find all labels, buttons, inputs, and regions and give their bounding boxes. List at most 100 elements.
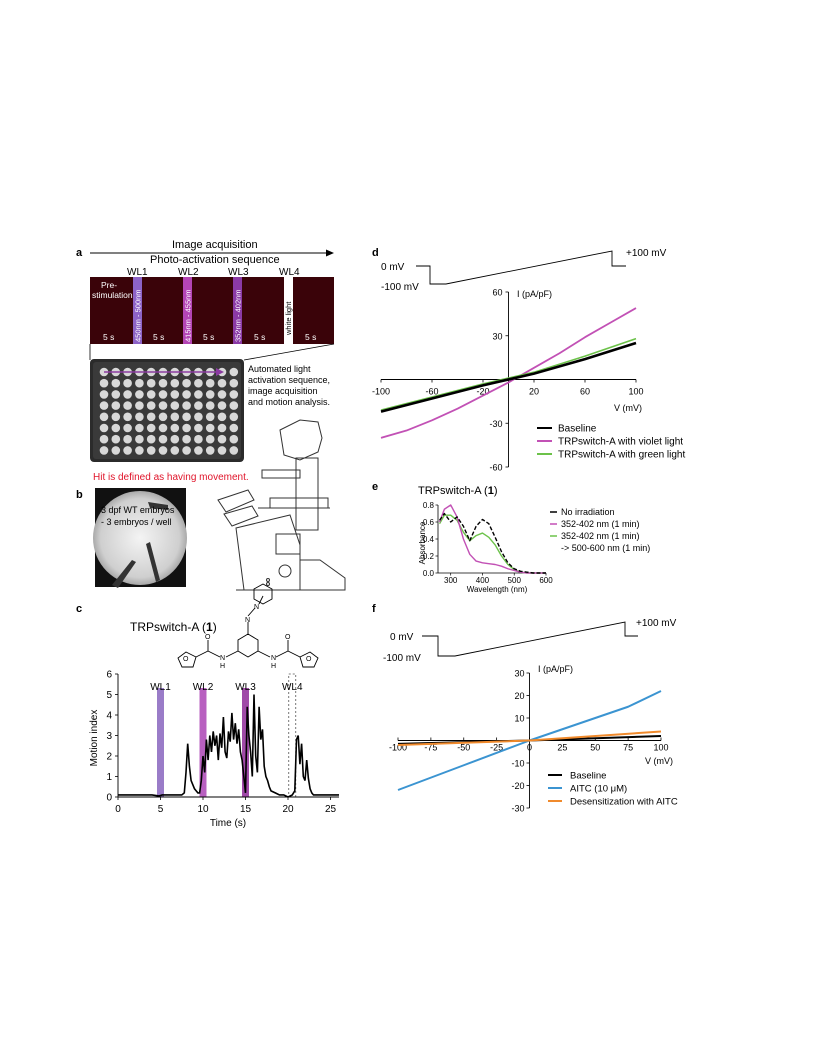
wl1-label: WL1 [127, 267, 148, 278]
band-label-wl1: 450nm - 500nm [134, 289, 143, 342]
microscope-base [236, 559, 346, 591]
plate-well [170, 434, 180, 444]
compound-title-text: TRPswitch-A ( [130, 620, 206, 634]
focus-knob [278, 564, 292, 578]
band-label-wl4: white light [284, 301, 293, 336]
legend-e-label-2: 352-402 nm (1 min) [561, 531, 640, 541]
protocol-f-trace [422, 621, 638, 657]
plate-well [182, 390, 191, 399]
microscope-pillar [295, 457, 319, 531]
y-tick-label: 3 [106, 731, 112, 742]
band-wl2 [183, 277, 192, 344]
y-tick-label: 20 [514, 691, 524, 701]
interval-label-3: 5 s [203, 332, 214, 342]
legend-label: Baseline [570, 771, 606, 782]
atom-o-carbonyl-right: O [285, 634, 291, 641]
panel-e-title-text: TRPswitch-A ( [418, 485, 488, 497]
plate-well [205, 446, 215, 455]
amide-bond-left-2 [207, 650, 221, 658]
plate-well [158, 390, 168, 399]
y-tick-label: 60 [492, 288, 502, 298]
y-tick-label: -30 [489, 419, 502, 429]
plate-well [146, 446, 156, 455]
embryo-well-image: 3 dpf WT embryos - 3 embryos / well [93, 488, 187, 588]
legend-label: TRPswitch-A with violet light [558, 437, 683, 448]
plate-well [135, 412, 144, 422]
y-tick-label: 6 [106, 670, 112, 681]
motion-index-chart: WL1 WL2 WL3 WL4 0 5 10 15 20 25 0 1 2 3 4 5 6 Motion in… [89, 670, 339, 829]
x-tick-label: -20 [476, 387, 489, 397]
atom-o-furan-right: O [306, 656, 312, 663]
x-tick-label: 300 [444, 576, 458, 585]
central-benzene [237, 633, 259, 658]
plate-well [205, 434, 215, 444]
plate-well [205, 423, 215, 433]
plate-well [123, 401, 132, 410]
wl4-label: WL4 [279, 267, 300, 278]
photoactivation-label: Photo-activation sequence [150, 254, 280, 266]
chart-c-ylabel: Motion index [89, 710, 100, 767]
plate-well [182, 412, 191, 422]
plate-well [182, 423, 191, 433]
plate-well [158, 423, 168, 433]
plate-well [217, 446, 227, 455]
x-tick-label: 25 [557, 743, 567, 753]
embryo-1 [148, 502, 168, 510]
automation-line-3: image acquisition [248, 386, 318, 396]
protocol-f-top: +100 mV [636, 618, 677, 629]
furan-bond-right [287, 650, 301, 658]
atom-n-amide-right: N [271, 655, 276, 662]
wl2-label: WL2 [178, 267, 199, 278]
x-tick-label: 10 [197, 804, 209, 815]
y-tick-label: -20 [511, 781, 524, 791]
eyepiece-left [217, 489, 255, 513]
microscope-drawing [217, 419, 346, 591]
image-acquisition-label: Image acquisition [172, 239, 258, 251]
plate-well [205, 412, 215, 422]
azo-bond-3 [258, 595, 264, 605]
y-tick-label: -10 [511, 759, 524, 769]
base-control-2 [266, 582, 270, 586]
plate-well [182, 378, 191, 388]
plate-well [111, 423, 121, 433]
x-tick-label: 0 [115, 804, 121, 815]
y-tick-label: 0.0 [423, 569, 435, 578]
chart-f-series [397, 690, 662, 791]
plate-well [111, 446, 121, 455]
protocol-d-zero: 0 mV [381, 262, 405, 273]
interval-label-2: 5 s [153, 332, 164, 342]
plate-well [99, 446, 109, 455]
furan-bond-left [195, 650, 209, 658]
y-tick-label: 30 [514, 669, 524, 679]
plate-well [135, 401, 144, 410]
iv-chart-aitc: -100 -75 -50 -25 0 25 50 75 100 30 20 10 -10 -20 -30 I… [389, 664, 678, 814]
atom-o-furan-left: O [183, 656, 189, 663]
plate-well [111, 378, 121, 388]
plate-well [170, 390, 180, 399]
plate-wells [99, 367, 239, 455]
microscope-arm [261, 469, 301, 479]
plate-well [229, 423, 239, 433]
chart-f-xlabel: V (mV) [645, 756, 673, 766]
prestim-line1: Pre- [101, 280, 117, 290]
plate-well [99, 434, 109, 444]
plate-well [111, 434, 121, 444]
plate-well [229, 367, 239, 377]
x-tick-label: -100 [389, 743, 407, 753]
chart-c-axes: 0 5 10 15 20 25 0 1 2 3 4 5 6 [106, 670, 339, 815]
plate-well [194, 378, 203, 388]
plate-well [229, 412, 239, 422]
azo-bond-2 [247, 607, 256, 617]
band-wl1 [133, 277, 142, 344]
plate-well [217, 401, 227, 410]
time-arrow-head [326, 249, 334, 257]
interval-label-5: 5 s [305, 332, 316, 342]
plate-well [182, 434, 191, 444]
iv-trace [380, 337, 637, 411]
plate-well [217, 412, 227, 422]
base-control-1 [266, 578, 270, 582]
amide-bond-left [225, 650, 239, 658]
plate-well [123, 446, 132, 455]
x-tick-label: -25 [490, 743, 503, 753]
panel-label-a: a [76, 247, 83, 259]
